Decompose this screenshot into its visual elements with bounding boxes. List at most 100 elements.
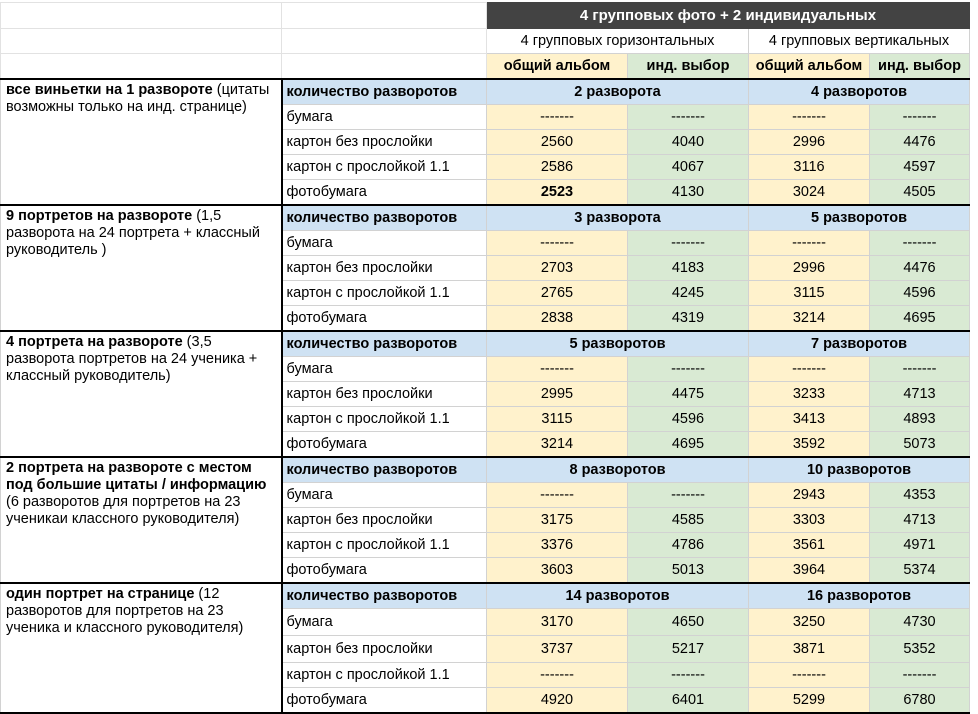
price-v-individual[interactable]: 4695 [869, 305, 970, 332]
price-v-individual[interactable]: 6780 [869, 687, 970, 714]
price-h-individual[interactable]: 6401 [627, 687, 749, 714]
price-h-common[interactable]: 3175 [486, 507, 628, 533]
price-h-common[interactable]: 4920 [486, 687, 628, 714]
price-h-individual[interactable]: 4650 [627, 608, 749, 636]
price-h-common[interactable]: 2560 [486, 129, 628, 155]
h-individual-choice-header[interactable]: инд. выбор [627, 53, 749, 80]
paper-type-cell[interactable]: фотобумага [281, 687, 487, 714]
price-h-individual[interactable]: 4067 [627, 154, 749, 180]
price-v-common[interactable]: 3115 [748, 280, 870, 306]
price-h-individual[interactable]: ------- [627, 230, 749, 256]
blank-cell[interactable] [281, 2, 487, 29]
price-v-common[interactable]: 2943 [748, 482, 870, 508]
price-v-individual[interactable]: 5374 [869, 557, 970, 584]
price-h-individual[interactable]: 4596 [627, 406, 749, 432]
paper-type-cell[interactable]: картон с прослойкой 1.1 [281, 406, 487, 432]
price-h-common[interactable]: 3170 [486, 608, 628, 636]
price-v-individual[interactable]: ------- [869, 104, 970, 130]
price-h-individual[interactable]: 4475 [627, 381, 749, 407]
price-h-common[interactable]: ------- [486, 104, 628, 130]
paper-type-cell[interactable]: фотобумага [281, 305, 487, 332]
price-h-individual[interactable]: ------- [627, 356, 749, 382]
price-h-individual[interactable]: ------- [627, 482, 749, 508]
price-v-common[interactable]: 3871 [748, 635, 870, 663]
price-v-individual[interactable]: 5352 [869, 635, 970, 663]
price-h-individual[interactable]: ------- [627, 104, 749, 130]
paper-type-cell[interactable]: фотобумага [281, 557, 487, 584]
price-h-individual[interactable]: 4183 [627, 255, 749, 281]
price-v-common[interactable]: 3303 [748, 507, 870, 533]
paper-type-cell[interactable]: картон без прослойки [281, 129, 487, 155]
price-h-common[interactable]: 2995 [486, 381, 628, 407]
group-label[interactable]: 4 портрета на развороте (3,5 разворота п… [0, 330, 283, 458]
spreads-count-label[interactable]: количество разворотов [281, 582, 487, 609]
price-h-individual[interactable]: 5013 [627, 557, 749, 584]
group-label[interactable]: 2 портрета на развороте с местом под бол… [0, 456, 283, 584]
paper-type-cell[interactable]: картон с прослойкой 1.1 [281, 280, 487, 306]
spreads-horizontal[interactable]: 14 разворотов [486, 582, 749, 609]
paper-type-cell[interactable]: бумага [281, 482, 487, 508]
price-v-individual[interactable]: 4505 [869, 179, 970, 206]
price-v-common[interactable]: 5299 [748, 687, 870, 714]
paper-type-cell[interactable]: картон с прослойкой 1.1 [281, 532, 487, 558]
price-h-common[interactable]: ------- [486, 230, 628, 256]
price-v-individual[interactable]: ------- [869, 230, 970, 256]
v-common-album-header[interactable]: общий альбом [748, 53, 870, 80]
price-h-individual[interactable]: 4695 [627, 431, 749, 458]
price-v-common[interactable]: 3024 [748, 179, 870, 206]
h-common-album-header[interactable]: общий альбом [486, 53, 628, 80]
price-h-common[interactable]: 3214 [486, 431, 628, 458]
price-v-common[interactable]: 2996 [748, 129, 870, 155]
price-h-common[interactable]: 2586 [486, 154, 628, 180]
price-v-common[interactable]: ------- [748, 356, 870, 382]
paper-type-cell[interactable]: бумага [281, 356, 487, 382]
blank-cell[interactable] [281, 28, 487, 54]
price-h-individual[interactable]: 4245 [627, 280, 749, 306]
price-v-common[interactable]: 2996 [748, 255, 870, 281]
price-h-common[interactable]: 2765 [486, 280, 628, 306]
price-v-individual[interactable]: 4713 [869, 507, 970, 533]
price-v-individual[interactable]: 4730 [869, 608, 970, 636]
price-v-common[interactable]: ------- [748, 662, 870, 688]
price-v-individual[interactable]: 4597 [869, 154, 970, 180]
price-h-common[interactable]: ------- [486, 356, 628, 382]
paper-type-cell[interactable]: картон без прослойки [281, 507, 487, 533]
price-h-common[interactable]: 3603 [486, 557, 628, 584]
spreads-horizontal[interactable]: 8 разворотов [486, 456, 749, 483]
group-label[interactable]: один портрет на странице (12 разворотов … [0, 582, 283, 714]
spreads-horizontal[interactable]: 2 разворота [486, 78, 749, 105]
price-v-common[interactable]: ------- [748, 230, 870, 256]
price-v-individual[interactable]: 4713 [869, 381, 970, 407]
paper-type-cell[interactable]: фотобумага [281, 179, 487, 206]
blank-cell[interactable] [0, 28, 282, 54]
price-v-common[interactable]: 3964 [748, 557, 870, 584]
price-h-individual[interactable]: 5217 [627, 635, 749, 663]
price-v-individual[interactable]: 4596 [869, 280, 970, 306]
horizontal-subheader[interactable]: 4 групповых горизонтальных [486, 28, 749, 54]
paper-type-cell[interactable]: картон без прослойки [281, 255, 487, 281]
price-h-individual[interactable]: ------- [627, 662, 749, 688]
price-h-common[interactable]: 2703 [486, 255, 628, 281]
price-v-common[interactable]: 3116 [748, 154, 870, 180]
blank-cell[interactable] [281, 53, 487, 80]
spreads-count-label[interactable]: количество разворотов [281, 78, 487, 105]
spreads-count-label[interactable]: количество разворотов [281, 456, 487, 483]
spreads-vertical[interactable]: 16 разворотов [748, 582, 970, 609]
table-title[interactable]: 4 групповых фото + 2 индивидуальных [486, 2, 970, 29]
price-h-common[interactable]: 3376 [486, 532, 628, 558]
paper-type-cell[interactable]: картон с прослойкой 1.1 [281, 662, 487, 688]
price-v-individual[interactable]: 5073 [869, 431, 970, 458]
price-v-common[interactable]: 3413 [748, 406, 870, 432]
vertical-subheader[interactable]: 4 групповых вертикальных [748, 28, 970, 54]
price-h-individual[interactable]: 4585 [627, 507, 749, 533]
price-h-common[interactable]: 3115 [486, 406, 628, 432]
spreads-vertical[interactable]: 7 разворотов [748, 330, 970, 357]
price-v-individual[interactable]: 4971 [869, 532, 970, 558]
price-h-common[interactable]: 2523 [486, 179, 628, 206]
price-v-individual[interactable]: 4893 [869, 406, 970, 432]
price-v-common[interactable]: 3592 [748, 431, 870, 458]
price-v-individual[interactable]: 4476 [869, 129, 970, 155]
paper-type-cell[interactable]: фотобумага [281, 431, 487, 458]
price-h-common[interactable]: ------- [486, 482, 628, 508]
price-h-common[interactable]: 3737 [486, 635, 628, 663]
